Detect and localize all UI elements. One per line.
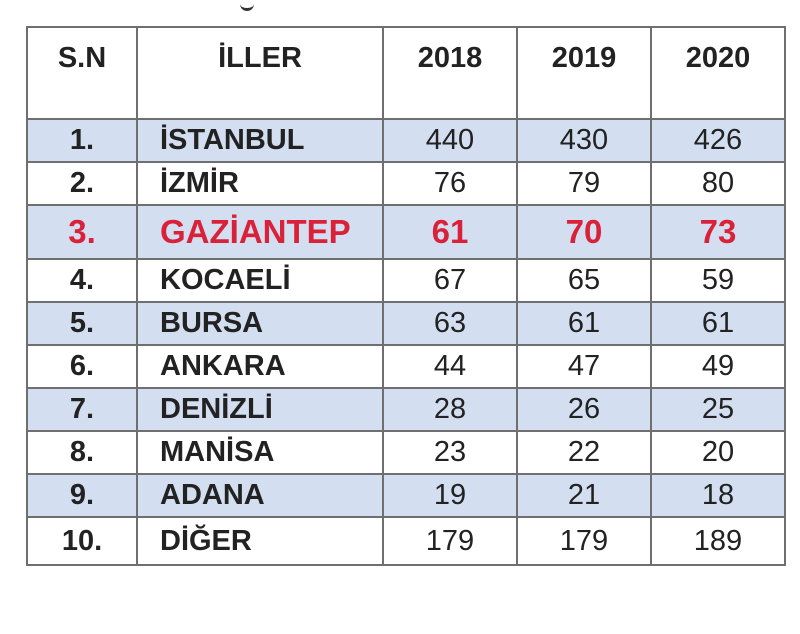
value-2020: 61 xyxy=(650,301,786,346)
province-name: DİĞER xyxy=(136,516,384,566)
value-2019: 65 xyxy=(516,258,652,303)
table-row: 10. DİĞER 179 179 189 xyxy=(26,516,786,566)
province-name: ADANA xyxy=(136,473,384,518)
table-row: 7. DENİZLİ 28 26 25 xyxy=(26,387,786,432)
header-2018: 2018 xyxy=(382,26,518,120)
table-row: 5. BURSA 63 61 61 xyxy=(26,301,786,346)
value-2018: 61 xyxy=(382,204,518,260)
row-number: 5. xyxy=(26,301,138,346)
header-row: S.N İLLER 2018 2019 2020 xyxy=(26,26,786,120)
value-2020: 73 xyxy=(650,204,786,260)
value-2019: 21 xyxy=(516,473,652,518)
province-name: GAZİANTEP xyxy=(136,204,384,260)
value-2020: 49 xyxy=(650,344,786,389)
row-number: 4. xyxy=(26,258,138,303)
province-name: MANİSA xyxy=(136,430,384,475)
table-row: 4. KOCAELİ 67 65 59 xyxy=(26,258,786,303)
value-2018: 23 xyxy=(382,430,518,475)
table-row-highlighted: 3. GAZİANTEP 61 70 73 xyxy=(26,204,786,260)
row-number: 1. xyxy=(26,118,138,163)
value-2019: 70 xyxy=(516,204,652,260)
value-2020: 59 xyxy=(650,258,786,303)
row-number: 7. xyxy=(26,387,138,432)
row-number: 2. xyxy=(26,161,138,206)
header-sn: S.N xyxy=(26,26,138,120)
table-row: 6. ANKARA 44 47 49 xyxy=(26,344,786,389)
row-number: 10. xyxy=(26,516,138,566)
header-2019: 2019 xyxy=(516,26,652,120)
value-2018: 44 xyxy=(382,344,518,389)
row-number: 9. xyxy=(26,473,138,518)
province-name: ANKARA xyxy=(136,344,384,389)
value-2020: 80 xyxy=(650,161,786,206)
value-2019: 430 xyxy=(516,118,652,163)
value-2019: 26 xyxy=(516,387,652,432)
province-name: İSTANBUL xyxy=(136,118,384,163)
province-ranking-table: S.N İLLER 2018 2019 2020 1. İSTANBUL 440… xyxy=(26,26,786,566)
value-2018: 19 xyxy=(382,473,518,518)
cropped-text-fragment xyxy=(240,0,254,11)
table-row: 8. MANİSA 23 22 20 xyxy=(26,430,786,475)
header-2020: 2020 xyxy=(650,26,786,120)
row-number: 3. xyxy=(26,204,138,260)
value-2019: 179 xyxy=(516,516,652,566)
province-name: DENİZLİ xyxy=(136,387,384,432)
value-2019: 79 xyxy=(516,161,652,206)
value-2018: 76 xyxy=(382,161,518,206)
header-iller: İLLER xyxy=(136,26,384,120)
value-2020: 25 xyxy=(650,387,786,432)
value-2018: 440 xyxy=(382,118,518,163)
province-name: KOCAELİ xyxy=(136,258,384,303)
value-2018: 67 xyxy=(382,258,518,303)
value-2018: 28 xyxy=(382,387,518,432)
value-2019: 61 xyxy=(516,301,652,346)
value-2018: 63 xyxy=(382,301,518,346)
value-2020: 20 xyxy=(650,430,786,475)
value-2020: 18 xyxy=(650,473,786,518)
table-row: 9. ADANA 19 21 18 xyxy=(26,473,786,518)
row-number: 8. xyxy=(26,430,138,475)
value-2020: 426 xyxy=(650,118,786,163)
province-name: İZMİR xyxy=(136,161,384,206)
table-row: 1. İSTANBUL 440 430 426 xyxy=(26,118,786,163)
value-2019: 22 xyxy=(516,430,652,475)
value-2020: 189 xyxy=(650,516,786,566)
value-2018: 179 xyxy=(382,516,518,566)
province-name: BURSA xyxy=(136,301,384,346)
value-2019: 47 xyxy=(516,344,652,389)
row-number: 6. xyxy=(26,344,138,389)
table-row: 2. İZMİR 76 79 80 xyxy=(26,161,786,206)
